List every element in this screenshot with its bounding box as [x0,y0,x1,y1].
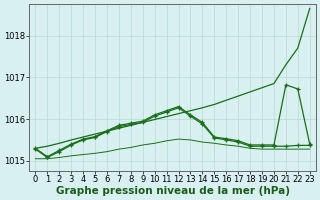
X-axis label: Graphe pression niveau de la mer (hPa): Graphe pression niveau de la mer (hPa) [56,186,290,196]
